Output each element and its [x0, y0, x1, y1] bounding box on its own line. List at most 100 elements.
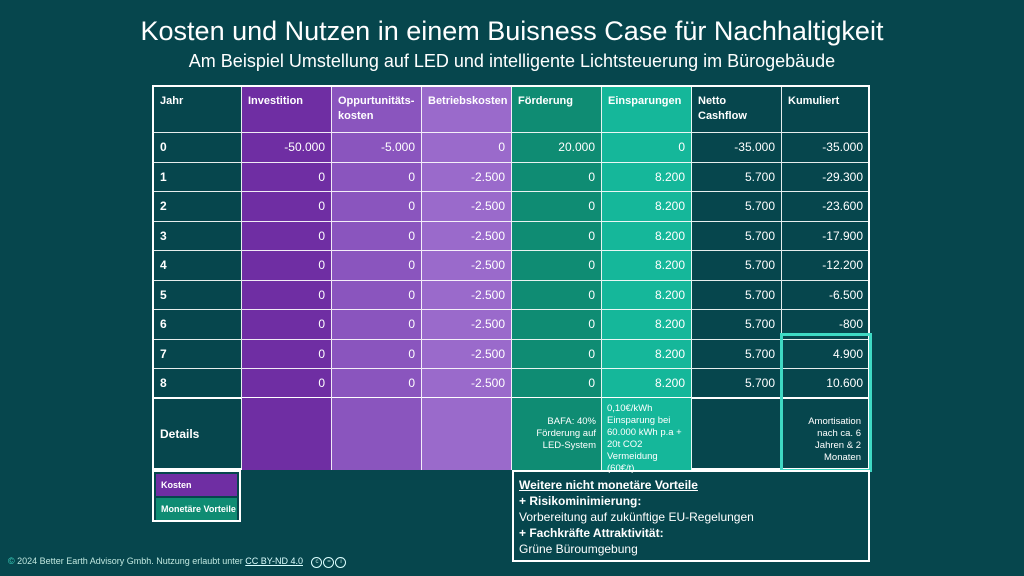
year-cell: 0	[154, 133, 242, 163]
value-einsparungen: 0	[602, 133, 692, 163]
value-investition: 0	[242, 221, 332, 251]
value-opportunitaet: 0	[332, 369, 422, 399]
header-jahr: Jahr	[154, 87, 242, 133]
value-investition: 0	[242, 369, 332, 399]
year-cell: 6	[154, 310, 242, 340]
value-einsparungen: 8.200	[602, 221, 692, 251]
value-foerderung: 0	[512, 339, 602, 369]
value-netto: 5.700	[692, 339, 782, 369]
details-betrieb	[422, 398, 512, 470]
value-opportunitaet: 0	[332, 221, 422, 251]
year-cell: 7	[154, 339, 242, 369]
cc-icon: c	[311, 557, 323, 568]
value-foerderung: 0	[512, 280, 602, 310]
year-cell: 4	[154, 251, 242, 281]
cc-license-icons: c = i	[311, 555, 347, 568]
value-kumuliert: -6.500	[782, 280, 870, 310]
header-kumuliert: Kumuliert	[782, 87, 870, 133]
details-netto	[692, 398, 782, 470]
value-einsparungen: 8.200	[602, 251, 692, 281]
value-netto: 5.700	[692, 251, 782, 281]
value-foerderung: 0	[512, 221, 602, 251]
page-title: Kosten und Nutzen in einem Buisness Case…	[140, 16, 884, 46]
copyright-icon: ©	[8, 555, 15, 566]
header-investition: Investition	[242, 87, 332, 133]
value-foerderung: 0	[512, 369, 602, 399]
value-kumuliert: -17.900	[782, 221, 870, 251]
value-einsparungen: 8.200	[602, 310, 692, 340]
value-betrieb: -2.500	[422, 162, 512, 192]
value-investition: 0	[242, 251, 332, 281]
value-betrieb: -2.500	[422, 192, 512, 222]
value-netto: 5.700	[692, 310, 782, 340]
header-einsparungen: Einsparungen	[602, 87, 692, 133]
value-einsparungen: 8.200	[602, 280, 692, 310]
nd-icon: =	[323, 557, 335, 568]
details-einsparungen: 0,10€/kWh Einsparung bei 60.000 kWh p.a …	[602, 398, 692, 474]
value-foerderung: 20.000	[512, 133, 602, 163]
value-investition: 0	[242, 280, 332, 310]
value-foerderung: 0	[512, 192, 602, 222]
year-cell: 2	[154, 192, 242, 222]
value-opportunitaet: 0	[332, 162, 422, 192]
header-betrieb: Betriebskosten	[422, 87, 512, 133]
value-opportunitaet: 0	[332, 251, 422, 281]
legend: Kosten Monetäre Vorteile	[152, 470, 241, 522]
benefit-2-title: + Fachkräfte Attraktivität:	[519, 526, 664, 540]
value-betrieb: -2.500	[422, 221, 512, 251]
value-kumuliert: -800	[782, 310, 870, 340]
value-betrieb: -2.500	[422, 310, 512, 340]
benefit-1-text: Vorbereitung auf zukünftige EU-Regelunge…	[519, 510, 754, 524]
value-investition: -50.000	[242, 133, 332, 163]
value-betrieb: -2.500	[422, 369, 512, 399]
value-einsparungen: 8.200	[602, 369, 692, 399]
value-netto: 5.700	[692, 162, 782, 192]
value-investition: 0	[242, 162, 332, 192]
details-foerderung: BAFA: 40% Förderung auf LED-System	[512, 398, 602, 470]
value-einsparungen: 8.200	[602, 192, 692, 222]
page-subtitle: Am Beispiel Umstellung auf LED und intel…	[188, 51, 836, 71]
value-foerderung: 0	[512, 251, 602, 281]
footer-text: 2024 Better Earth Advisory Gmbh. Nutzung…	[17, 555, 246, 566]
value-netto: 5.700	[692, 369, 782, 399]
value-kumuliert: -23.600	[782, 192, 870, 222]
details-investition	[242, 398, 332, 470]
amortisation-highlight	[780, 333, 872, 472]
benefit-1-title: + Risikominimierung:	[519, 494, 642, 508]
value-einsparungen: 8.200	[602, 162, 692, 192]
value-netto: 5.700	[692, 192, 782, 222]
value-investition: 0	[242, 192, 332, 222]
value-betrieb: -2.500	[422, 251, 512, 281]
by-icon: i	[335, 557, 347, 568]
value-kumuliert: -29.300	[782, 162, 870, 192]
details-jahr: Details	[154, 398, 242, 470]
legend-monetaere-vorteile: Monetäre Vorteile	[156, 498, 237, 520]
footer: © 2024 Better Earth Advisory Gmbh. Nutzu…	[8, 555, 347, 568]
value-foerderung: 0	[512, 310, 602, 340]
year-cell: 3	[154, 221, 242, 251]
header-netto: Netto Cashflow	[692, 87, 782, 133]
value-kumuliert: -35.000	[782, 133, 870, 163]
value-opportunitaet: -5.000	[332, 133, 422, 163]
value-investition: 0	[242, 339, 332, 369]
value-netto: -35.000	[692, 133, 782, 163]
value-kumuliert: -12.200	[782, 251, 870, 281]
value-opportunitaet: 0	[332, 280, 422, 310]
value-investition: 0	[242, 310, 332, 340]
benefits-heading: Weitere nicht monetäre Vorteile	[519, 478, 698, 492]
benefit-2-text: Grüne Büroumgebung	[519, 542, 638, 556]
value-opportunitaet: 0	[332, 310, 422, 340]
value-betrieb: -2.500	[422, 339, 512, 369]
value-opportunitaet: 0	[332, 192, 422, 222]
value-foerderung: 0	[512, 162, 602, 192]
details-opportunitaet	[332, 398, 422, 470]
header-opportunitaet: Oppurtunitäts-kosten	[332, 87, 422, 133]
value-betrieb: -2.500	[422, 280, 512, 310]
value-opportunitaet: 0	[332, 339, 422, 369]
legend-kosten: Kosten	[156, 474, 237, 496]
value-betrieb: 0	[422, 133, 512, 163]
header-foerderung: Förderung	[512, 87, 602, 133]
value-einsparungen: 8.200	[602, 339, 692, 369]
non-monetary-benefits: Weitere nicht monetäre Vorteile + Risiko…	[512, 470, 870, 562]
license-link[interactable]: CC BY-ND 4.0	[245, 555, 303, 566]
